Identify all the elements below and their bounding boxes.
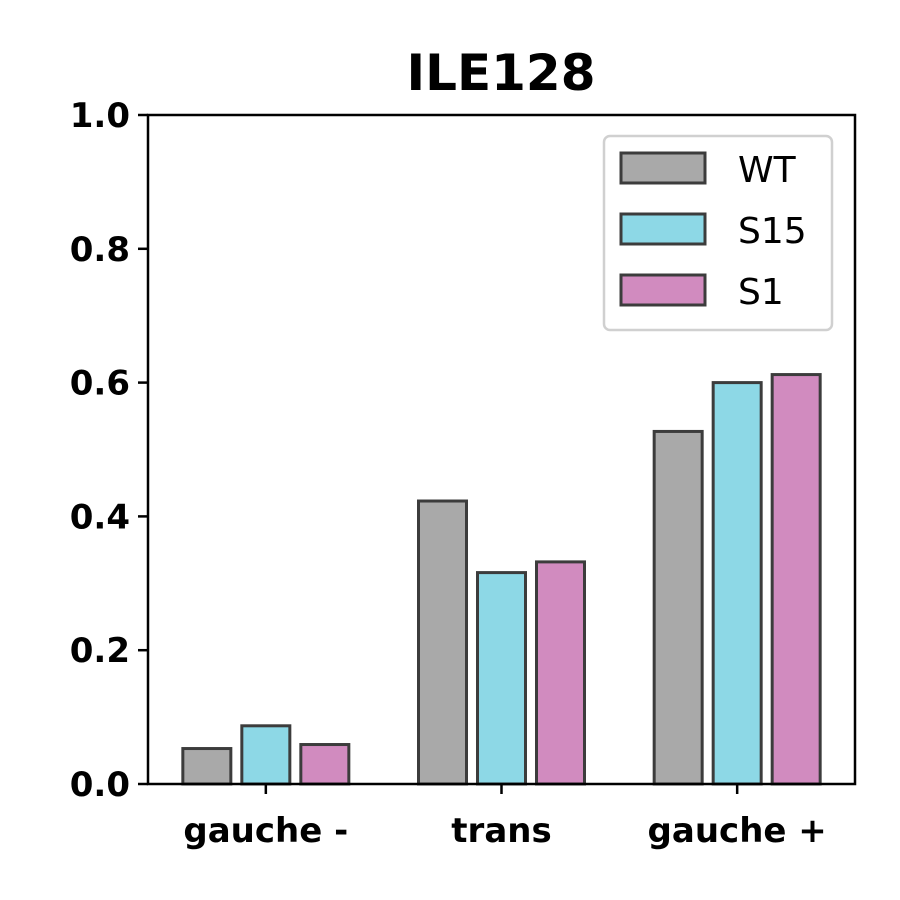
bar-wt-2: [652, 429, 704, 786]
x-axis: gauche - trans gauche +: [183, 784, 827, 851]
y-tick-label: 0.0: [70, 765, 130, 805]
bar-s1-0: [299, 743, 351, 786]
legend-swatch-wt: [619, 151, 707, 185]
bar-s1-2: [770, 373, 822, 786]
legend: WT S15 S1: [602, 134, 834, 332]
chart-title: ILE128: [407, 44, 596, 102]
legend-swatch-s15: [619, 212, 707, 246]
legend-label-wt: WT: [738, 150, 797, 191]
x-tick-label: gauche +: [648, 811, 827, 851]
legend-swatch-s1: [619, 273, 707, 307]
bar-s15-0: [240, 724, 292, 786]
y-tick-label: 1.0: [70, 96, 130, 136]
y-tick-label: 0.8: [70, 230, 130, 270]
bars-layer: [181, 373, 822, 786]
plot-frame: [146, 113, 857, 786]
bar-wt-0: [181, 747, 233, 786]
x-tick-label: trans: [451, 811, 551, 851]
y-tick-label: 0.4: [70, 497, 130, 537]
legend-label-s15: S15: [738, 211, 807, 252]
bar-s15-1: [476, 571, 527, 786]
y-tick-label: 0.2: [70, 631, 130, 671]
legend-label-s1: S1: [738, 272, 784, 313]
bar-s15-2: [711, 381, 763, 786]
bar-wt-1: [417, 499, 468, 786]
y-tick-label: 0.6: [70, 364, 130, 404]
bar-s1-1: [535, 560, 586, 786]
y-axis: 0.0 0.2 0.4 0.6 0.8 1.0: [70, 96, 148, 805]
x-tick-label: gauche -: [183, 811, 348, 851]
